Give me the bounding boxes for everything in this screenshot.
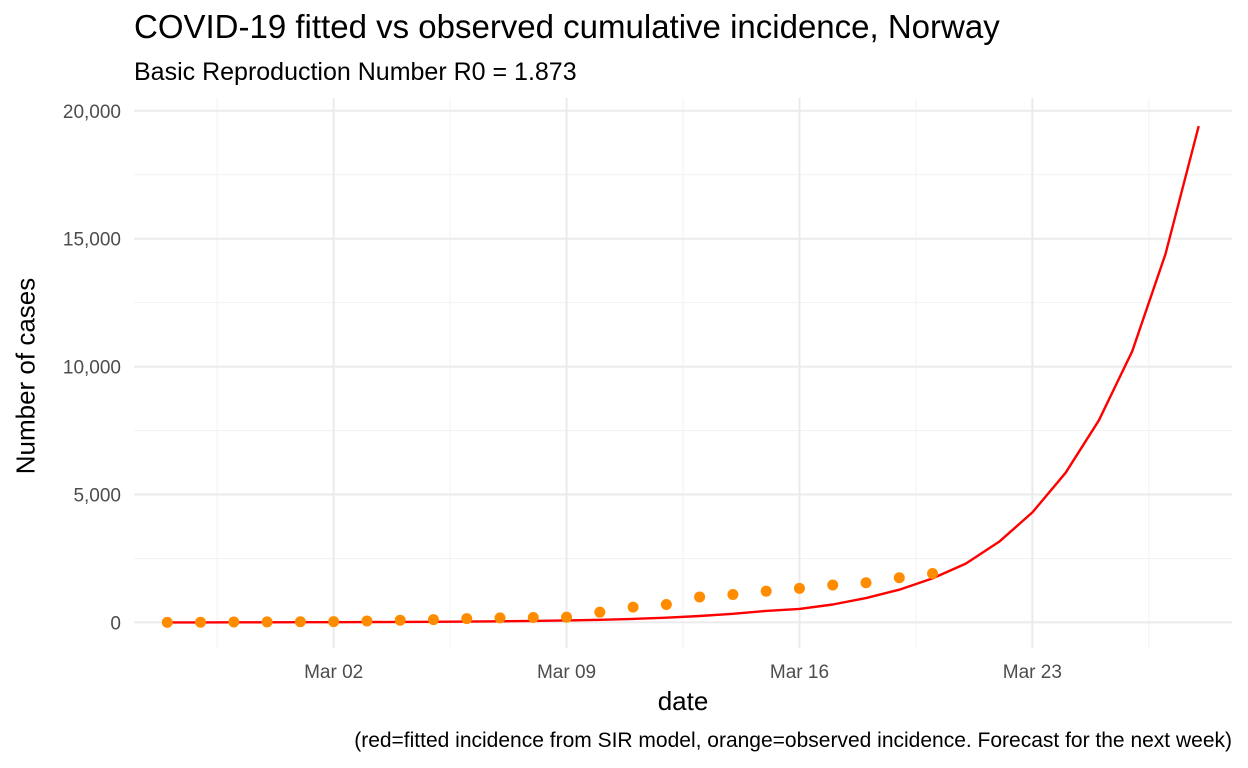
observed-point bbox=[727, 589, 739, 601]
observed-point bbox=[827, 579, 839, 591]
observed-point bbox=[261, 616, 273, 628]
observed-point bbox=[427, 614, 439, 626]
observed-point bbox=[394, 614, 406, 626]
series-layer bbox=[161, 125, 1200, 628]
y-axis-ticks: 0 5,000 10,000 15,000 20,000 bbox=[63, 102, 121, 635]
chart-caption: (red=fitted incidence from SIR model, or… bbox=[354, 729, 1232, 752]
x-tick-label: Mar 09 bbox=[537, 662, 596, 683]
observed-point bbox=[461, 613, 473, 625]
observed-point bbox=[494, 612, 506, 624]
grid-minor bbox=[134, 98, 1232, 648]
chart-title: COVID-19 fitted vs observed cumulative i… bbox=[134, 8, 1000, 45]
x-tick-label: Mar 16 bbox=[770, 662, 829, 683]
observed-point bbox=[860, 577, 872, 589]
x-axis-label: date bbox=[657, 686, 709, 716]
observed-point bbox=[893, 572, 905, 584]
observed-point bbox=[195, 616, 207, 628]
grid-major bbox=[134, 98, 1232, 648]
observed-point bbox=[694, 591, 706, 603]
y-tick-label: 5,000 bbox=[73, 486, 121, 507]
observed-point bbox=[793, 582, 805, 594]
y-tick-label: 0 bbox=[110, 613, 121, 634]
x-axis-ticks: Mar 02 Mar 09 Mar 16 Mar 23 bbox=[304, 662, 1062, 683]
y-tick-label: 20,000 bbox=[63, 102, 121, 123]
x-tick-label: Mar 23 bbox=[1003, 662, 1062, 683]
observed-point bbox=[228, 616, 240, 628]
x-tick-label: Mar 02 bbox=[304, 662, 363, 683]
observed-point bbox=[594, 606, 606, 618]
observed-point bbox=[561, 611, 573, 623]
y-tick-label: 10,000 bbox=[63, 358, 121, 379]
fitted-line bbox=[167, 125, 1200, 624]
observed-point bbox=[527, 612, 539, 624]
observed-point bbox=[294, 616, 306, 628]
observed-point bbox=[627, 601, 639, 613]
observed-point bbox=[361, 615, 373, 627]
observed-point bbox=[927, 567, 939, 579]
observed-point bbox=[660, 598, 672, 610]
observed-point bbox=[760, 585, 772, 597]
observed-point bbox=[161, 616, 173, 628]
y-tick-label: 15,000 bbox=[63, 230, 121, 251]
chart-subtitle: Basic Reproduction Number R0 = 1.873 bbox=[134, 58, 577, 86]
observed-point bbox=[328, 616, 340, 628]
y-axis-label: Number of cases bbox=[10, 277, 41, 475]
